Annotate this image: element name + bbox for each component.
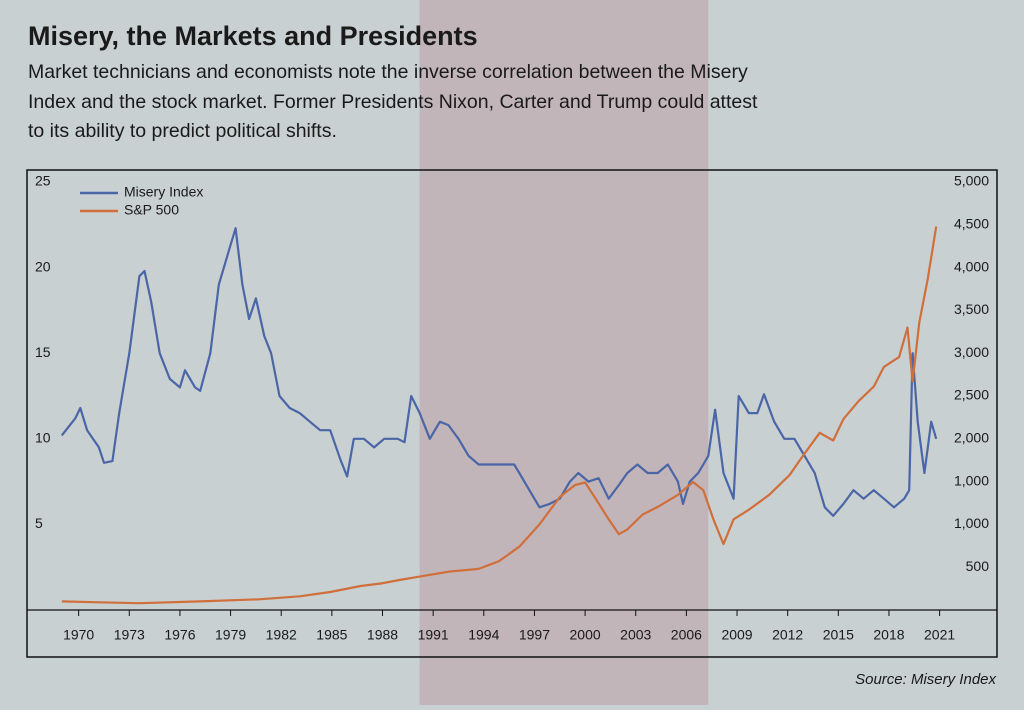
- chart-title: Misery, the Markets and Presidents: [28, 21, 478, 51]
- subtitle-line: Market technicians and economists note t…: [28, 61, 748, 83]
- y2-tick-label: 500: [966, 558, 990, 574]
- x-tick-label: 1985: [316, 627, 347, 643]
- x-tick-label: 2003: [620, 627, 651, 643]
- highlight-layer: [419, 0, 709, 705]
- y2-tick-label: 4,500: [954, 216, 989, 232]
- legend-label: S&P 500: [124, 202, 179, 218]
- x-tick-label: 2006: [671, 627, 702, 643]
- x-tick-label: 2009: [721, 627, 752, 643]
- x-tick-label: 2000: [570, 627, 601, 643]
- x-tick-label: 2021: [924, 627, 955, 643]
- highlight-band: [419, 0, 709, 705]
- x-tick-label: 1988: [367, 627, 398, 643]
- y2-tick-label: 3,000: [954, 344, 989, 360]
- x-tick-label: 1970: [63, 627, 94, 643]
- x-tick-label: 1979: [215, 627, 246, 643]
- y-tick-label: 5: [35, 515, 43, 531]
- y-tick-label: 25: [35, 173, 51, 189]
- y2-tick-label: 2,500: [954, 387, 989, 403]
- y-tick-label: 20: [35, 258, 51, 274]
- legend-label: Misery Index: [124, 184, 203, 200]
- subtitle-line: to its ability to predict political shif…: [28, 120, 337, 142]
- y2-tick-label: 2,000: [954, 430, 989, 446]
- subtitle-line: Index and the stock market. Former Presi…: [28, 91, 758, 113]
- y2-tick-label: 4,000: [954, 258, 989, 274]
- plot-frame: [26, 169, 998, 658]
- x-tick-label: 2015: [823, 627, 854, 643]
- x-tick-label: 1991: [418, 627, 449, 643]
- x-tick-label: 1973: [114, 627, 145, 643]
- series-line: [61, 226, 938, 605]
- y2-tick-label: 5,000: [954, 173, 989, 189]
- x-tick-label: 1982: [266, 627, 297, 643]
- y-tick-label: 15: [35, 344, 51, 360]
- y2-tick-label: 1,000: [954, 515, 989, 531]
- x-tick-label: 1994: [468, 627, 499, 643]
- x-tick-label: 1997: [519, 627, 550, 643]
- x-tick-label: 1976: [164, 627, 195, 643]
- y-tick-label: 10: [35, 430, 51, 446]
- y2-tick-label: 3,500: [954, 301, 989, 317]
- source-note: Source: Misery Index: [855, 671, 996, 688]
- x-tick-label: 2012: [772, 627, 803, 643]
- y2-tick-label: 1,000: [954, 472, 989, 488]
- series-line: [60, 227, 938, 517]
- x-tick-label: 2018: [873, 627, 904, 643]
